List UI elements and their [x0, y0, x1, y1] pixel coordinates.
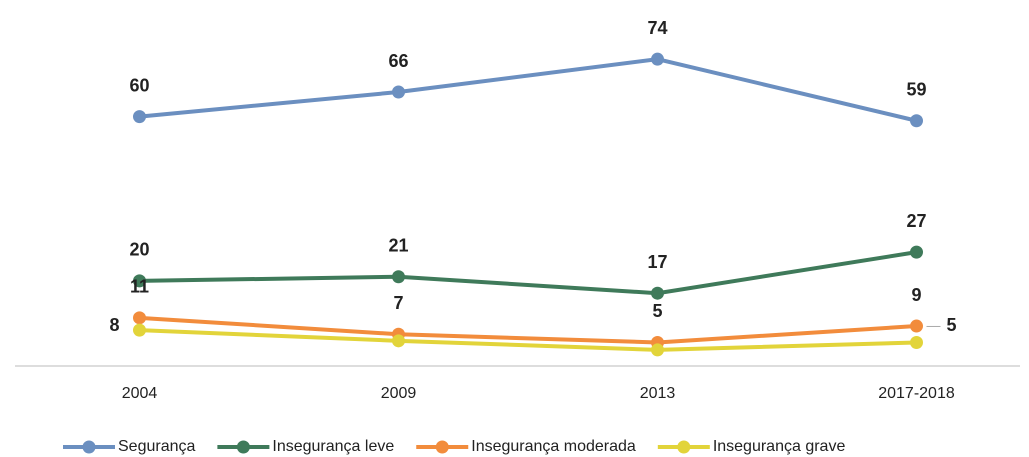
- data-label: 20: [129, 240, 149, 260]
- legend-label: Insegurança moderada: [471, 438, 636, 455]
- data-point: [910, 319, 923, 333]
- data-point: [392, 334, 405, 348]
- series-line: [139, 315, 917, 345]
- data-label: 9: [911, 285, 921, 305]
- series-line: [139, 250, 917, 296]
- data-point: [133, 311, 146, 325]
- data-label: 21: [388, 236, 408, 256]
- data-label: 5: [947, 315, 957, 335]
- data-point: [910, 114, 923, 128]
- data-point: [133, 323, 146, 337]
- legend-label: Insegurança grave: [713, 438, 846, 455]
- data-label: 8: [109, 315, 119, 335]
- data-label: 74: [647, 18, 667, 38]
- x-tick-label: 2009: [381, 385, 417, 402]
- legend-marker: [435, 440, 449, 454]
- legend-marker: [82, 440, 96, 454]
- legend-label: Segurança: [118, 438, 195, 455]
- data-label: 60: [129, 75, 149, 95]
- data-point: [651, 343, 664, 357]
- data-point: [651, 286, 664, 300]
- x-tick-label: 2017-2018: [878, 385, 955, 402]
- data-label: 7: [393, 293, 403, 313]
- data-label: 11: [130, 277, 149, 297]
- series-line: [139, 57, 917, 123]
- legend-label: Insegurança leve: [272, 438, 394, 455]
- data-point: [133, 110, 146, 124]
- x-tick-label: 2013: [640, 385, 676, 402]
- data-label: 27: [906, 211, 926, 231]
- legend-marker: [677, 440, 691, 454]
- x-tick-label: 2004: [122, 385, 158, 402]
- data-point: [651, 52, 664, 66]
- legend-marker: [236, 440, 250, 454]
- data-point: [910, 335, 923, 349]
- data-point: [392, 85, 405, 99]
- data-label: 17: [647, 252, 667, 272]
- data-label: 66: [388, 51, 408, 71]
- data-label: 5: [652, 301, 662, 321]
- data-point: [133, 274, 146, 288]
- data-point: [910, 245, 923, 259]
- data-point: [392, 270, 405, 284]
- series-line: [139, 328, 917, 352]
- data-label: 59: [906, 80, 926, 100]
